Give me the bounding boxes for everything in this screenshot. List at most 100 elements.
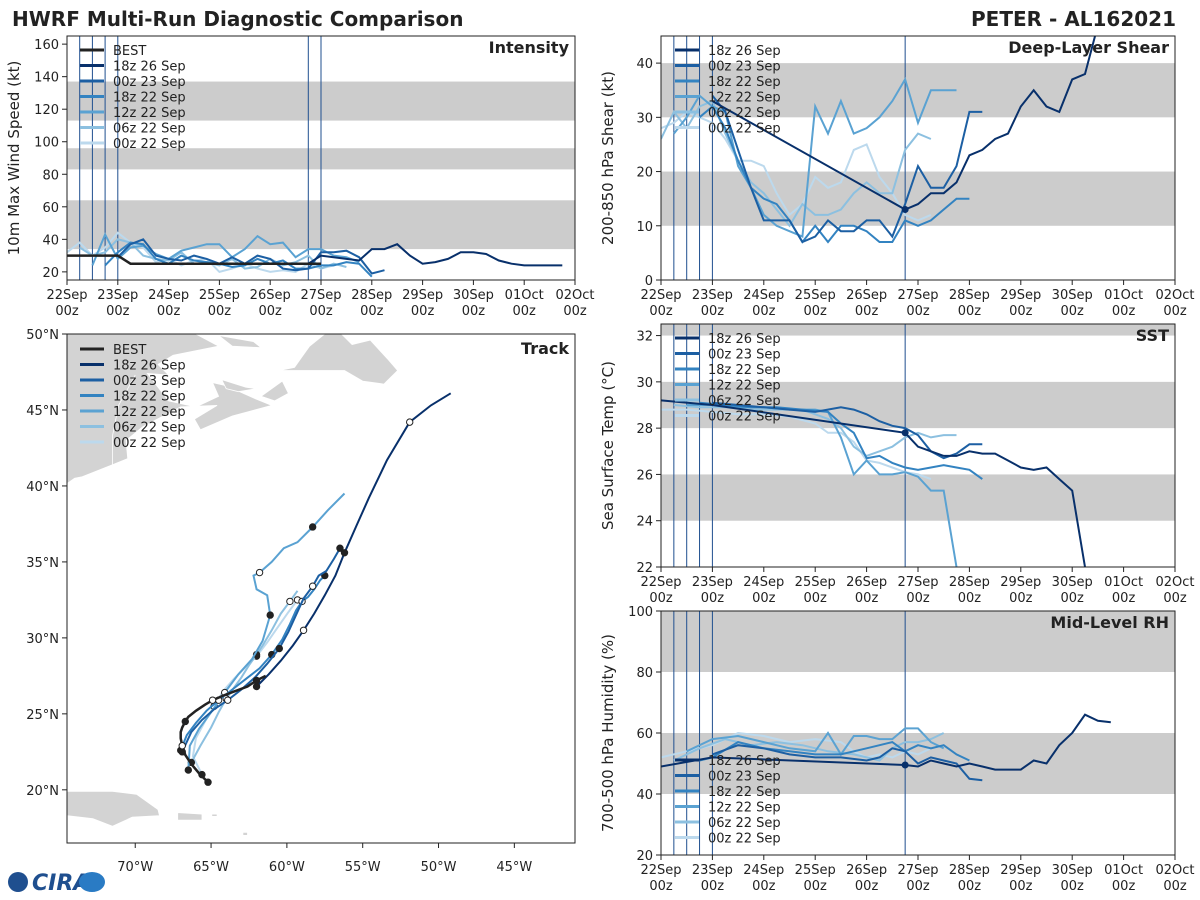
shear-legend-label: 00z 22 Sep bbox=[708, 122, 781, 137]
intensity-ytick-label: 80 bbox=[42, 168, 59, 183]
landmass bbox=[218, 335, 263, 349]
intensity-xtick-hour: 00z bbox=[309, 304, 333, 319]
track-ytick-label: 40°N bbox=[26, 480, 59, 495]
rh-xtick-hour: 00z bbox=[1061, 879, 1085, 894]
intensity-legend-label: 18z 22 Sep bbox=[113, 91, 186, 106]
shear-series-line bbox=[673, 76, 957, 239]
track-line bbox=[255, 392, 452, 688]
shear-legend-label: 18z 26 Sep bbox=[708, 44, 781, 59]
sst-xtick-date: 26Sep bbox=[846, 575, 887, 590]
shear-xtick-hour: 00z bbox=[1009, 304, 1033, 319]
track-ytick-label: 50°N bbox=[26, 328, 59, 343]
rh-series-line bbox=[686, 727, 945, 757]
rh-title: Mid-Level RH bbox=[1050, 613, 1169, 632]
track-position-marker bbox=[184, 766, 193, 774]
rh-xtick-hour: 00z bbox=[958, 879, 982, 894]
rh-xtick-date: 02Oct bbox=[1155, 863, 1194, 878]
shear-xtick-date: 28Sep bbox=[949, 288, 990, 303]
intensity-series-line bbox=[67, 231, 334, 274]
sst-series-line bbox=[661, 399, 1086, 567]
shear-ytick-label: 40 bbox=[636, 57, 653, 72]
shear-series-line bbox=[711, 94, 983, 244]
landmass bbox=[220, 378, 257, 393]
shear-panel: 01020304022Sep00z23Sep00z24Sep00z25Sep00… bbox=[599, 35, 1195, 319]
shear-xtick-date: 24Sep bbox=[743, 288, 784, 303]
shear-ytick-label: 10 bbox=[636, 220, 653, 235]
shear-series-line bbox=[661, 99, 932, 228]
rh-series-line bbox=[661, 713, 1111, 771]
shear-series-line bbox=[698, 104, 970, 244]
track-legend-label: BEST bbox=[113, 343, 146, 358]
sst-ytick-label: 28 bbox=[636, 422, 653, 437]
rh-legend-label: 06z 22 Sep bbox=[708, 816, 781, 831]
rh-xtick-hour: 00z bbox=[752, 879, 776, 894]
track-line bbox=[190, 590, 299, 763]
intensity-legend-label: 12z 22 Sep bbox=[113, 106, 186, 121]
track-xtick-label: 45°W bbox=[496, 860, 532, 875]
rh-xtick-date: 26Sep bbox=[846, 863, 887, 878]
sst-ytick-label: 22 bbox=[636, 561, 653, 576]
intensity-ytick-label: 140 bbox=[34, 71, 59, 86]
rh-current-marker bbox=[901, 761, 909, 769]
sst-panel: 22242628303222Sep00z23Sep00z24Sep00z25Se… bbox=[599, 323, 1195, 606]
intensity-series-line bbox=[117, 238, 385, 275]
track-position-marker bbox=[224, 696, 232, 704]
sst-series-line bbox=[661, 408, 932, 481]
rh-xtick-date: 29Sep bbox=[1000, 863, 1041, 878]
sst-title: SST bbox=[1136, 326, 1169, 345]
track-legend-label: 18z 26 Sep bbox=[113, 359, 186, 374]
intensity-xtick-date: 22Sep bbox=[46, 288, 87, 303]
sst-band bbox=[661, 324, 1175, 336]
sst-legend-label: 18z 22 Sep bbox=[708, 363, 781, 378]
shear-xtick-hour: 00z bbox=[1061, 304, 1085, 319]
shear-xtick-hour: 00z bbox=[958, 304, 982, 319]
sst-xtick-hour: 00z bbox=[649, 591, 673, 606]
rh-ytick-label: 100 bbox=[628, 605, 653, 620]
track-position-marker bbox=[208, 696, 217, 704]
intensity-series-line bbox=[91, 232, 360, 266]
rh-xtick-date: 30Sep bbox=[1052, 863, 1093, 878]
landmass bbox=[265, 334, 399, 385]
figure-title: HWRF Multi-Run Diagnostic Comparison bbox=[12, 7, 463, 31]
track-legend-label: 06z 22 Sep bbox=[113, 421, 186, 436]
intensity-xtick-date: 30Sep bbox=[453, 288, 494, 303]
intensity-ytick-label: 20 bbox=[42, 266, 59, 281]
track-position-marker bbox=[178, 742, 186, 750]
rh-legend-label: 18z 22 Sep bbox=[708, 785, 781, 800]
rh-legend-label: 18z 26 Sep bbox=[708, 754, 781, 769]
rh-legend-label: 00z 22 Sep bbox=[708, 832, 781, 847]
sst-xtick-date: 24Sep bbox=[743, 575, 784, 590]
shear-xtick-hour: 00z bbox=[649, 304, 673, 319]
sst-xtick-hour: 00z bbox=[701, 591, 725, 606]
track-position-marker bbox=[266, 611, 274, 619]
track-position-marker bbox=[340, 549, 349, 557]
intensity-legend-label: BEST bbox=[113, 44, 146, 59]
intensity-legend-label: 00z 22 Sep bbox=[113, 137, 186, 152]
sst-legend-label: 06z 22 Sep bbox=[708, 394, 781, 409]
shear-title: Deep-Layer Shear bbox=[1008, 38, 1169, 57]
shear-xtick-hour: 00z bbox=[752, 304, 776, 319]
rh-legend-label: 00z 23 Sep bbox=[708, 770, 781, 785]
track-line bbox=[187, 492, 346, 771]
shear-xtick-hour: 00z bbox=[804, 304, 828, 319]
intensity-series-line bbox=[104, 241, 373, 278]
sst-xtick-hour: 00z bbox=[958, 591, 982, 606]
intensity-panel: 2040608010012014016022Sep00z23Sep00z24Se… bbox=[5, 35, 595, 319]
sst-xtick-date: 27Sep bbox=[897, 575, 938, 590]
sst-xtick-hour: 00z bbox=[752, 591, 776, 606]
intensity-xtick-hour: 00z bbox=[462, 304, 486, 319]
track-position-marker bbox=[252, 676, 261, 685]
intensity-xtick-hour: 00z bbox=[55, 304, 79, 319]
rh-xtick-date: 22Sep bbox=[640, 863, 681, 878]
intensity-xtick-hour: 00z bbox=[259, 304, 283, 319]
intensity-xtick-date: 23Sep bbox=[97, 288, 138, 303]
shear-ytick-label: 0 bbox=[645, 274, 653, 289]
sst-xtick-hour: 00z bbox=[1112, 591, 1136, 606]
intensity-xtick-hour: 00z bbox=[208, 304, 232, 319]
land-layer bbox=[67, 334, 399, 836]
intensity-xtick-hour: 00z bbox=[513, 304, 537, 319]
intensity-xtick-date: 25Sep bbox=[199, 288, 240, 303]
shear-xtick-date: 26Sep bbox=[846, 288, 887, 303]
sst-ytick-label: 26 bbox=[636, 468, 653, 483]
